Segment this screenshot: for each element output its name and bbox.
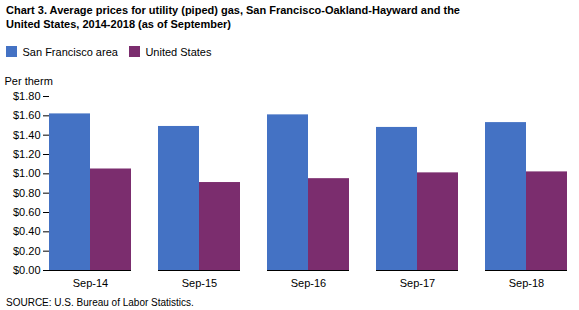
svg-text:Sep-16: Sep-16 (291, 277, 326, 289)
svg-text:$1.00: $1.00 (13, 167, 41, 179)
svg-text:$1.20: $1.20 (13, 148, 41, 160)
html-text:SOURCE: U.S. Bureau of Labor S: SOURCE: U.S. Bureau of Labor Statistics. (6, 296, 194, 308)
svg-text:$0.80: $0.80 (13, 186, 41, 198)
svg-text:$0.00: $0.00 (13, 264, 41, 276)
svg-text:Sep-17: Sep-17 (400, 277, 435, 289)
svg-text:$1.60: $1.60 (13, 109, 41, 121)
svg-text:Sep-18: Sep-18 (509, 277, 544, 289)
html-text:United States: United States (145, 45, 212, 58)
svg-text:Per therm: Per therm (5, 75, 53, 87)
svg-text:Sep-14: Sep-14 (73, 277, 108, 289)
svg-text:Sep-15: Sep-15 (182, 277, 217, 289)
svg-text:$1.40: $1.40 (13, 128, 41, 140)
svg-text:$0.40: $0.40 (13, 225, 41, 237)
svg-text:$0.20: $0.20 (13, 244, 41, 256)
svg-text:$1.80: $1.80 (13, 90, 41, 102)
html-text:San Francisco area: San Francisco area (22, 45, 118, 58)
html-text:Chart 3. Average prices for ut: Chart 3. Average prices for utility (pip… (6, 4, 460, 30)
svg-text:$0.60: $0.60 (13, 206, 41, 218)
